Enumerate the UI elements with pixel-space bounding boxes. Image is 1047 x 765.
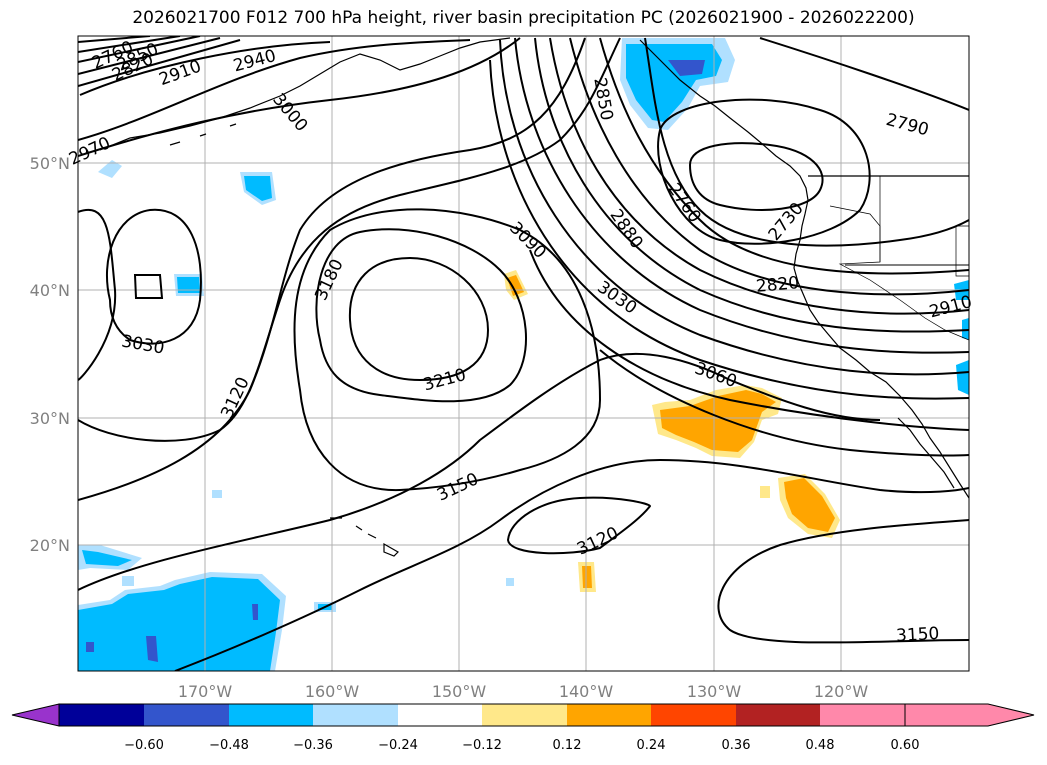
negative-precip-regions [78, 38, 969, 671]
lon-label: 160°W [305, 682, 360, 701]
contour-labels: 2760 2820 2850 2910 2940 3000 2970 3030 … [66, 37, 974, 646]
contour-label: 3150 [434, 469, 482, 505]
lon-label: 130°W [687, 682, 742, 701]
colorbar: −0.60 −0.48 −0.36 −0.24 −0.12 0.12 0.24 … [11, 703, 1035, 753]
height-contours [78, 36, 969, 671]
contour-label: 3030 [593, 277, 640, 318]
colorbar-segment [820, 704, 905, 726]
contour-label: 2850 [589, 76, 616, 122]
colorbar-segment [313, 704, 398, 726]
lat-label: 50°N [30, 154, 70, 173]
colorbar-tick-label: −0.48 [209, 738, 249, 753]
contour-label: 3090 [505, 218, 550, 263]
contour-label: 3030 [120, 331, 166, 358]
contour-label: 3000 [268, 90, 311, 136]
colorbar-segment [59, 704, 144, 726]
colorbar-tick-label: 0.60 [891, 738, 920, 753]
colorbar-segment [651, 704, 736, 726]
colorbar-segment [482, 704, 567, 726]
lat-label: 30°N [30, 409, 70, 428]
contour-label: 2910 [927, 292, 974, 323]
contour-label: 2970 [66, 133, 114, 169]
colorbar-tick-label: 0.36 [722, 738, 751, 753]
colorbar-extend-low [11, 703, 60, 727]
colorbar-tick-label: −0.36 [293, 738, 333, 753]
contour-label: 3060 [692, 359, 739, 393]
colorbar-segment [567, 704, 651, 726]
contour-label: 2820 [755, 273, 800, 297]
map-title: 2026021700 F012 700 hPa height, river ba… [132, 8, 915, 28]
colorbar-ticks: −0.60 −0.48 −0.36 −0.24 −0.12 0.12 0.24 … [124, 738, 919, 753]
colorbar-tick-label: −0.60 [124, 738, 164, 753]
colorbar-tick-label: 0.12 [553, 738, 582, 753]
colorbar-tick-label: −0.12 [462, 738, 502, 753]
colorbar-tick-label: 0.48 [806, 738, 835, 753]
coastlines [99, 37, 969, 557]
map-frame [77, 35, 970, 672]
colorbar-segment [736, 704, 820, 726]
colorbar-segment [229, 704, 313, 726]
colorbar-segment [144, 704, 229, 726]
colorbar-tick-label: 0.24 [637, 738, 666, 753]
latitude-labels: 50°N 40°N 30°N 20°N [30, 154, 70, 555]
colorbar-extend-high [905, 704, 1034, 726]
longitude-labels: 170°W 160°W 150°W 140°W 130°W 120°W [178, 682, 869, 701]
colorbar-segment [398, 704, 482, 726]
lat-label: 20°N [30, 536, 70, 555]
contour-label: 3210 [421, 365, 468, 396]
lat-label: 40°N [30, 281, 70, 300]
contour-label: 3120 [217, 374, 253, 422]
lon-label: 170°W [178, 682, 233, 701]
contour-label: 2790 [884, 110, 931, 141]
contour-label: 2880 [605, 206, 646, 253]
lon-label: 140°W [559, 682, 614, 701]
contour-label: 3150 [896, 624, 940, 646]
precipitation-shading [78, 38, 969, 671]
colorbar-tick-label: −0.24 [378, 738, 418, 753]
contour-label: 3180 [311, 256, 347, 304]
lon-label: 120°W [814, 682, 869, 701]
contour-label: 3120 [574, 523, 622, 559]
lon-label: 150°W [432, 682, 487, 701]
